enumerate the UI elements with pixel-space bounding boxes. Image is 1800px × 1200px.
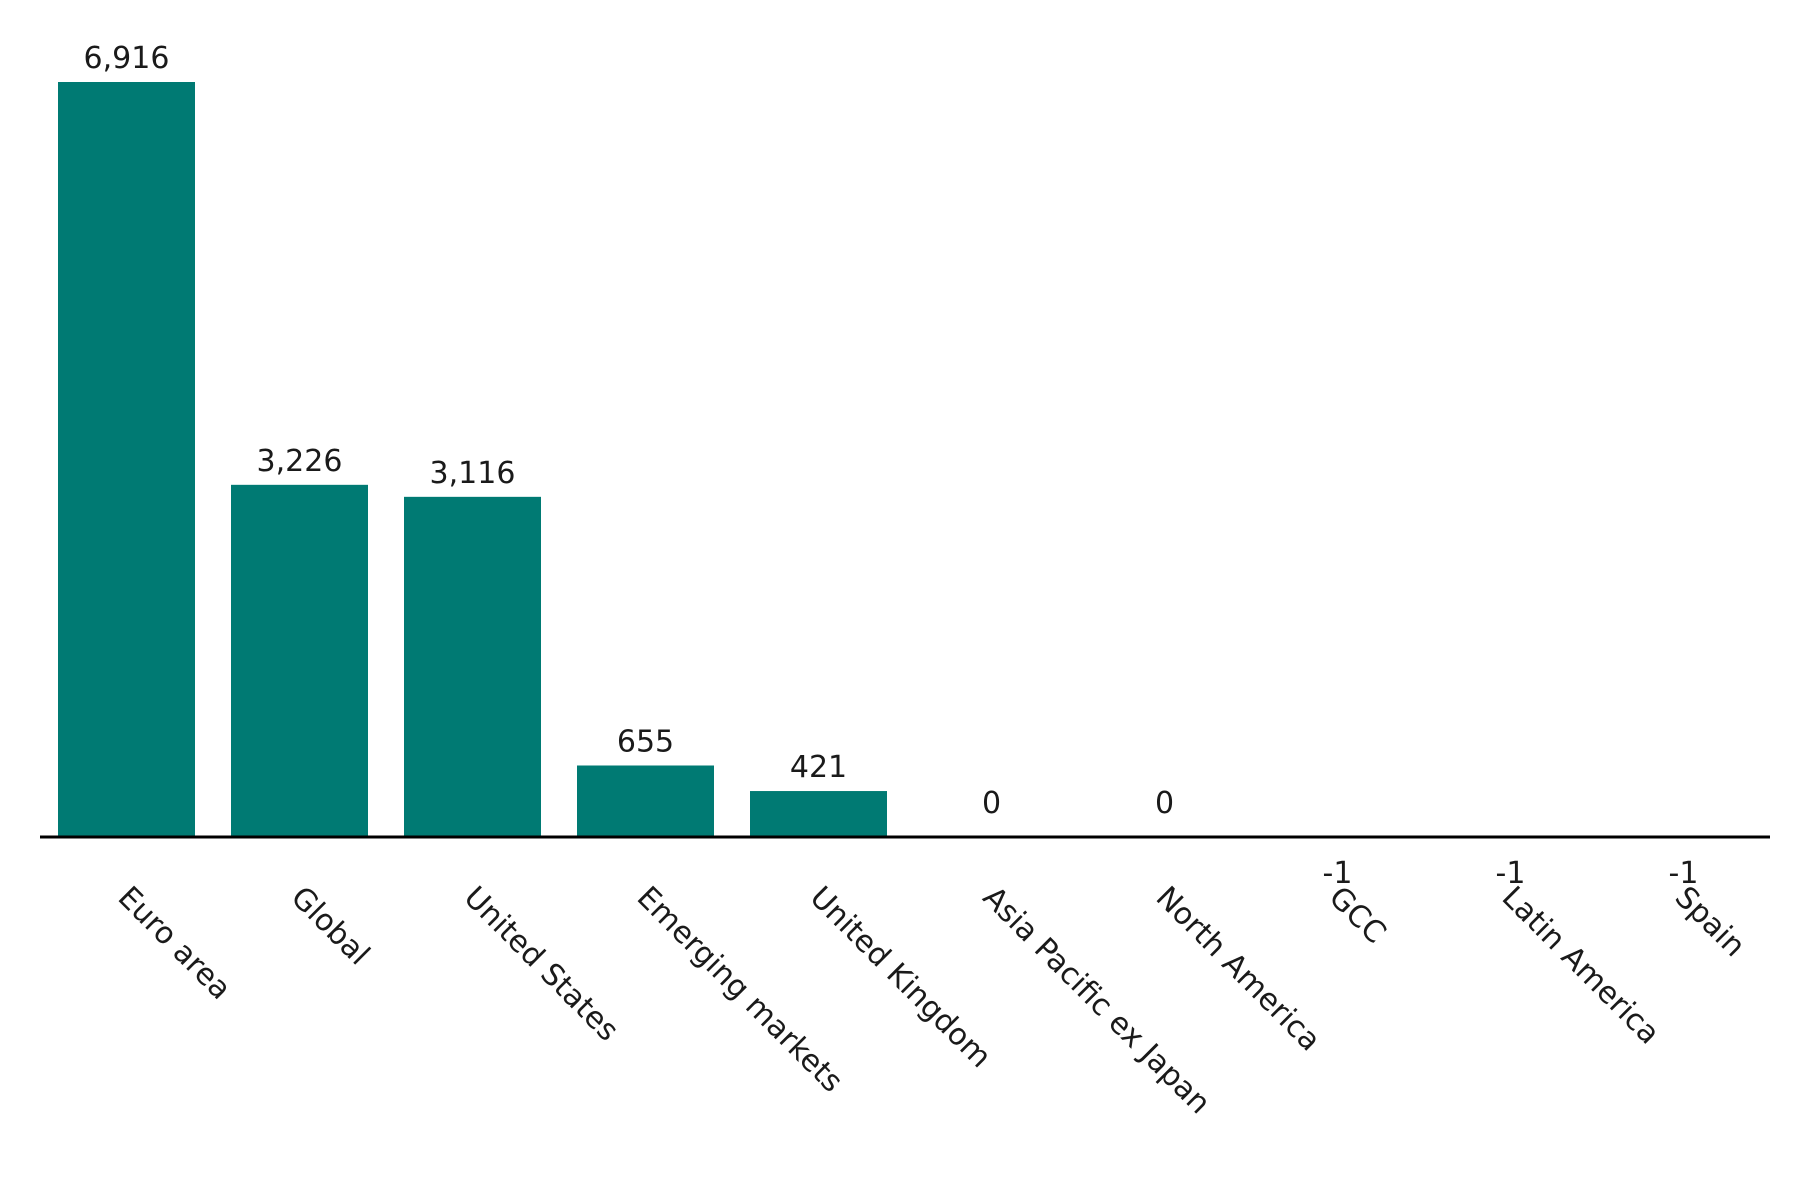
bar-united-states <box>404 496 541 837</box>
value-labels-layer: 6,916 3,226 3,116 655 421 0 0 -1 -1 -1 <box>84 41 1699 891</box>
value-label-spain: -1 <box>1669 856 1699 891</box>
bars-layer <box>58 82 1752 838</box>
bar-united-kingdom <box>750 791 887 837</box>
value-label-global: 3,226 <box>257 444 343 479</box>
category-label-euro-area: Euro area <box>111 880 238 1007</box>
value-label-latin-america: -1 <box>1496 856 1526 891</box>
bar-global <box>231 484 368 837</box>
value-label-asia-pacific-ex-japan: 0 <box>982 786 1001 821</box>
value-label-united-states: 3,116 <box>430 456 516 491</box>
value-label-united-kingdom: 421 <box>790 750 847 785</box>
category-label-united-states: United States <box>457 880 625 1048</box>
category-label-spain: Spain <box>1668 880 1752 964</box>
value-label-north-america: 0 <box>1155 786 1174 821</box>
bar-emerging-markets <box>577 765 714 837</box>
category-label-latin-america: Latin America <box>1495 880 1666 1051</box>
category-label-global: Global <box>284 880 376 972</box>
category-label-united-kingdom: United Kingdom <box>803 880 998 1075</box>
value-label-gcc: -1 <box>1323 856 1353 891</box>
bar-euro-area <box>58 82 195 837</box>
value-label-emerging-markets: 655 <box>617 724 674 759</box>
category-labels-layer: Euro area Global United States Emerging mar… <box>111 880 1752 1121</box>
category-label-north-america: North America <box>1149 880 1327 1058</box>
value-label-euro-area: 6,916 <box>84 41 170 76</box>
